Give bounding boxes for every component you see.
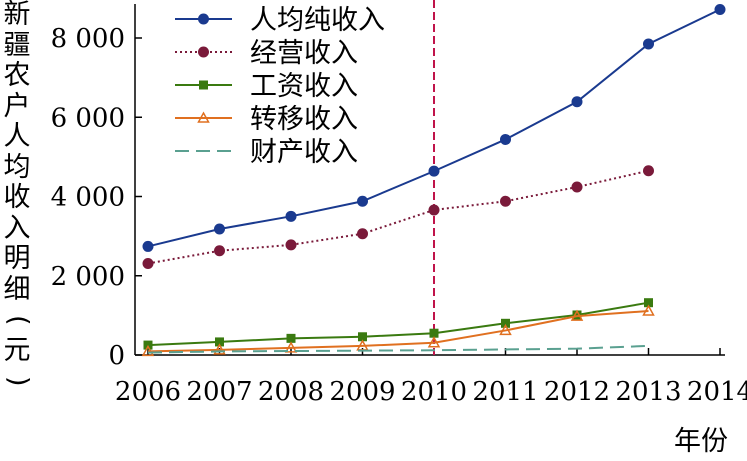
y-label-char: 农 (3, 60, 31, 91)
y-tick-label: 8 000 (51, 24, 125, 54)
y-label-char: 人 (3, 121, 31, 152)
legend-marker (198, 46, 209, 58)
legend-label-4: 财产收入 (250, 137, 358, 168)
legend-marker (199, 80, 208, 90)
legend-label-3: 转移收入 (250, 104, 358, 135)
x-tick-label: 2007 (186, 377, 252, 407)
y-label-char: 元 (3, 334, 31, 366)
data-point (142, 240, 154, 252)
y-label-char: 入 (3, 212, 31, 244)
y-label-char: 收 (3, 182, 31, 213)
data-point (284, 341, 298, 353)
x-tick-label: 2012 (544, 377, 610, 407)
data-point (428, 204, 440, 216)
data-point (285, 210, 297, 222)
data-point (429, 328, 439, 338)
series-line-3 (147, 310, 649, 353)
data-point (141, 344, 155, 357)
data-point (428, 165, 440, 177)
x-tick-label: 2010 (401, 377, 467, 407)
y-label-char: 细 (3, 273, 31, 305)
x-tick-label: 2013 (615, 377, 681, 407)
data-point (214, 245, 225, 257)
data-point (571, 96, 583, 108)
y-label-char: 新 (3, 0, 31, 30)
legend-marker (198, 13, 209, 25)
data-point (285, 239, 297, 251)
y-label-char: 疆 (3, 29, 31, 61)
legend-label-1: 经营收入 (250, 38, 358, 69)
x-tick-label: 2006 (115, 377, 181, 407)
data-point (358, 332, 367, 342)
x-axis-title: 年份 (674, 426, 728, 457)
data-point (499, 323, 512, 336)
data-point (501, 318, 510, 328)
legend-label-0: 人均纯收入 (250, 5, 385, 36)
data-point (357, 228, 368, 240)
y-tick-label: 6 000 (51, 103, 125, 133)
data-point (570, 309, 584, 321)
y-label-char: ( (2, 314, 34, 326)
data-point (215, 337, 224, 347)
data-point (500, 195, 511, 207)
legend-marker (197, 111, 210, 123)
data-point (286, 333, 296, 343)
y-axis-label: 新疆农户人均收入明细 ( 元) (0, 0, 34, 397)
data-point (427, 336, 441, 348)
x-tick-label: 2011 (472, 377, 538, 407)
y-label-char: 均 (3, 151, 31, 183)
x-tick-label: 2008 (258, 377, 324, 407)
data-point (714, 3, 726, 15)
data-point (642, 304, 655, 316)
data-point (643, 165, 654, 177)
data-point (214, 223, 225, 235)
x-tick-label: 2014 (687, 377, 747, 407)
x-tick-label: 2009 (329, 377, 395, 407)
data-point (500, 133, 511, 145)
data-point (213, 343, 226, 355)
y-label-char: 户 (3, 90, 31, 122)
y-label-char: 明 (3, 243, 31, 274)
series-line-2 (147, 301, 649, 347)
data-point (644, 298, 653, 308)
data-point (571, 181, 583, 193)
data-point (357, 195, 368, 207)
data-point (142, 257, 154, 269)
data-point (643, 38, 654, 50)
legend-label-2: 工资收入 (250, 71, 358, 102)
y-label-char: ) (2, 375, 34, 387)
y-tick-label: 4 000 (51, 183, 125, 213)
data-point (572, 310, 582, 320)
y-tick-label: 2 000 (51, 262, 125, 292)
y-tick-label: 0 (108, 341, 125, 371)
